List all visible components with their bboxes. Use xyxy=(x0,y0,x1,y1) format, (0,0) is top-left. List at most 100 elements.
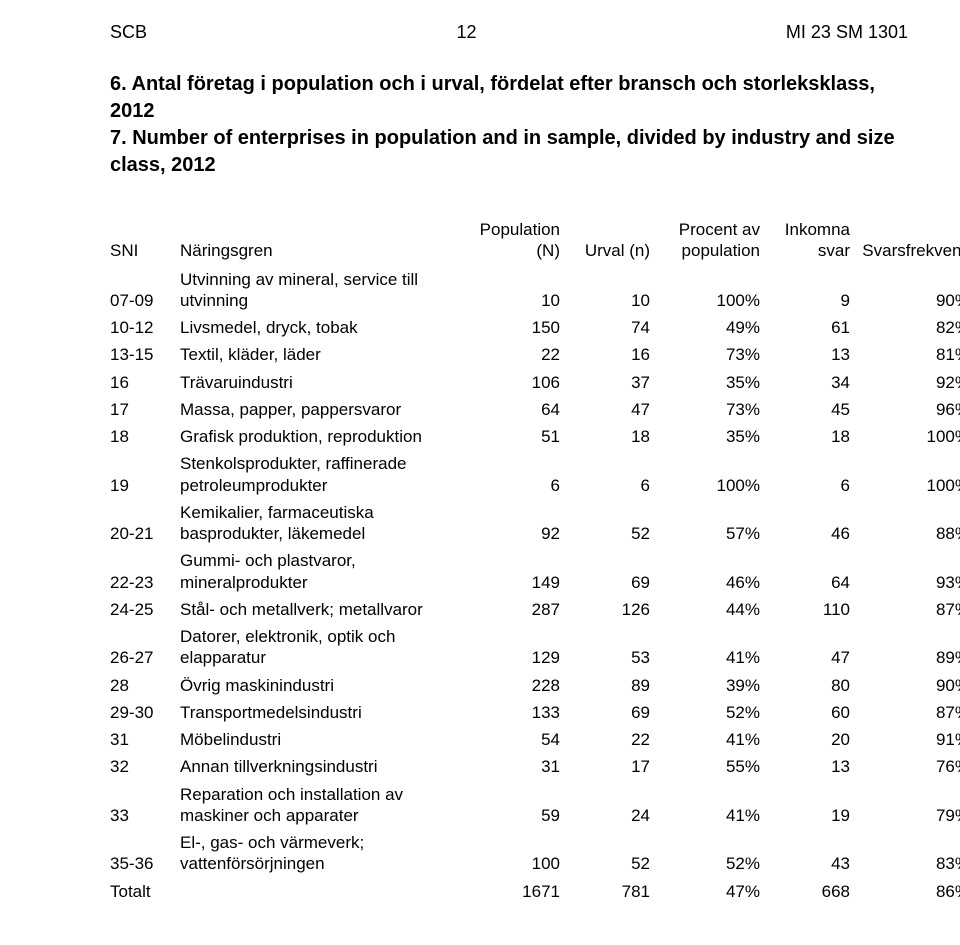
cell-urval: 16 xyxy=(560,341,650,368)
cell-name: Textil, kläder, läder xyxy=(180,341,460,368)
cell-name: Massa, papper, pappersvaror xyxy=(180,396,460,423)
cell-sni: 24-25 xyxy=(110,596,180,623)
cell-procent: 35% xyxy=(650,423,760,450)
col-sni: SNI xyxy=(110,219,180,266)
cell-inkomna: 46 xyxy=(760,499,850,548)
cell-procent: 47% xyxy=(650,878,760,905)
cell-sni: 18 xyxy=(110,423,180,450)
cell-inkomna: 668 xyxy=(760,878,850,905)
cell-sni: 32 xyxy=(110,753,180,780)
cell-sni: Totalt xyxy=(110,878,180,905)
table-row: 22-23Gummi- och plastvaror, mineralprodu… xyxy=(110,547,960,596)
col-procent: Procent av population xyxy=(650,219,760,266)
col-inkomna-l1: Inkomna xyxy=(785,220,850,239)
col-inkomna: Inkomna svar xyxy=(760,219,850,266)
cell-sni: 07-09 xyxy=(110,266,180,315)
cell-svarsfrekvens: 86% xyxy=(850,878,960,905)
table-row: 16Trävaruindustri1063735%3492% xyxy=(110,369,960,396)
cell-name: El-, gas- och värmeverk; vattenförsörjni… xyxy=(180,829,460,878)
cell-population: 59 xyxy=(460,781,560,830)
cell-inkomna: 13 xyxy=(760,341,850,368)
cell-population: 129 xyxy=(460,623,560,672)
table-row: 20-21Kemikalier, farmaceutiska basproduk… xyxy=(110,499,960,548)
cell-population: 1671 xyxy=(460,878,560,905)
table-row: 18Grafisk produktion, reproduktion511835… xyxy=(110,423,960,450)
cell-procent: 41% xyxy=(650,623,760,672)
cell-population: 10 xyxy=(460,266,560,315)
cell-svarsfrekvens: 92% xyxy=(850,369,960,396)
cell-svarsfrekvens: 76% xyxy=(850,753,960,780)
cell-name: Gummi- och plastvaror, mineralprodukter xyxy=(180,547,460,596)
cell-procent: 52% xyxy=(650,699,760,726)
cell-inkomna: 20 xyxy=(760,726,850,753)
cell-svarsfrekvens: 93% xyxy=(850,547,960,596)
cell-population: 31 xyxy=(460,753,560,780)
cell-name: Stenkolsprodukter, raffinerade petroleum… xyxy=(180,450,460,499)
cell-urval: 89 xyxy=(560,672,650,699)
cell-sni: 29-30 xyxy=(110,699,180,726)
col-population-l2: (N) xyxy=(536,241,560,260)
cell-name: Stål- och metallverk; metallvaror xyxy=(180,596,460,623)
cell-name: Livsmedel, dryck, tobak xyxy=(180,314,460,341)
table-row: 35-36El-, gas- och värmeverk; vattenförs… xyxy=(110,829,960,878)
header-center: 12 xyxy=(456,22,476,43)
cell-svarsfrekvens: 87% xyxy=(850,596,960,623)
cell-urval: 53 xyxy=(560,623,650,672)
cell-svarsfrekvens: 96% xyxy=(850,396,960,423)
cell-name: Möbelindustri xyxy=(180,726,460,753)
cell-sni: 19 xyxy=(110,450,180,499)
cell-inkomna: 34 xyxy=(760,369,850,396)
cell-inkomna: 18 xyxy=(760,423,850,450)
cell-population: 54 xyxy=(460,726,560,753)
cell-name: Reparation och installation av maskiner … xyxy=(180,781,460,830)
cell-inkomna: 45 xyxy=(760,396,850,423)
cell-procent: 44% xyxy=(650,596,760,623)
cell-procent: 73% xyxy=(650,341,760,368)
cell-sni: 22-23 xyxy=(110,547,180,596)
cell-population: 106 xyxy=(460,369,560,396)
cell-urval: 69 xyxy=(560,699,650,726)
cell-population: 133 xyxy=(460,699,560,726)
cell-name xyxy=(180,878,460,905)
cell-urval: 74 xyxy=(560,314,650,341)
col-inkomna-l2: svar xyxy=(818,241,850,260)
cell-procent: 100% xyxy=(650,450,760,499)
cell-inkomna: 47 xyxy=(760,623,850,672)
cell-sni: 33 xyxy=(110,781,180,830)
cell-name: Annan tillverkningsindustri xyxy=(180,753,460,780)
cell-inkomna: 64 xyxy=(760,547,850,596)
cell-population: 6 xyxy=(460,450,560,499)
cell-name: Utvinning av mineral, service till utvin… xyxy=(180,266,460,315)
cell-urval: 52 xyxy=(560,499,650,548)
cell-inkomna: 43 xyxy=(760,829,850,878)
table-body: 07-09Utvinning av mineral, service till … xyxy=(110,266,960,905)
cell-svarsfrekvens: 83% xyxy=(850,829,960,878)
cell-urval: 6 xyxy=(560,450,650,499)
col-procent-l1: Procent av xyxy=(679,220,760,239)
cell-sni: 26-27 xyxy=(110,623,180,672)
cell-svarsfrekvens: 91% xyxy=(850,726,960,753)
table-row: 29-30Transportmedelsindustri1336952%6087… xyxy=(110,699,960,726)
cell-svarsfrekvens: 100% xyxy=(850,450,960,499)
cell-population: 64 xyxy=(460,396,560,423)
cell-inkomna: 60 xyxy=(760,699,850,726)
table-row: Totalt167178147%66886% xyxy=(110,878,960,905)
cell-population: 228 xyxy=(460,672,560,699)
cell-sni: 35-36 xyxy=(110,829,180,878)
col-urval: Urval (n) xyxy=(560,219,650,266)
cell-name: Datorer, elektronik, optik och elapparat… xyxy=(180,623,460,672)
cell-svarsfrekvens: 81% xyxy=(850,341,960,368)
col-population: Population (N) xyxy=(460,219,560,266)
table-row: 33Reparation och installation av maskine… xyxy=(110,781,960,830)
table-header-row: SNI Näringsgren Population (N) Urval (n)… xyxy=(110,219,960,266)
page: SCB 12 MI 23 SM 1301 6. Antal företag i … xyxy=(0,0,960,945)
cell-procent: 100% xyxy=(650,266,760,315)
table-row: 07-09Utvinning av mineral, service till … xyxy=(110,266,960,315)
cell-procent: 41% xyxy=(650,726,760,753)
title-line-2: 7. Number of enterprises in population a… xyxy=(110,125,908,179)
cell-urval: 22 xyxy=(560,726,650,753)
cell-procent: 49% xyxy=(650,314,760,341)
cell-svarsfrekvens: 90% xyxy=(850,266,960,315)
cell-name: Trävaruindustri xyxy=(180,369,460,396)
col-name: Näringsgren xyxy=(180,219,460,266)
